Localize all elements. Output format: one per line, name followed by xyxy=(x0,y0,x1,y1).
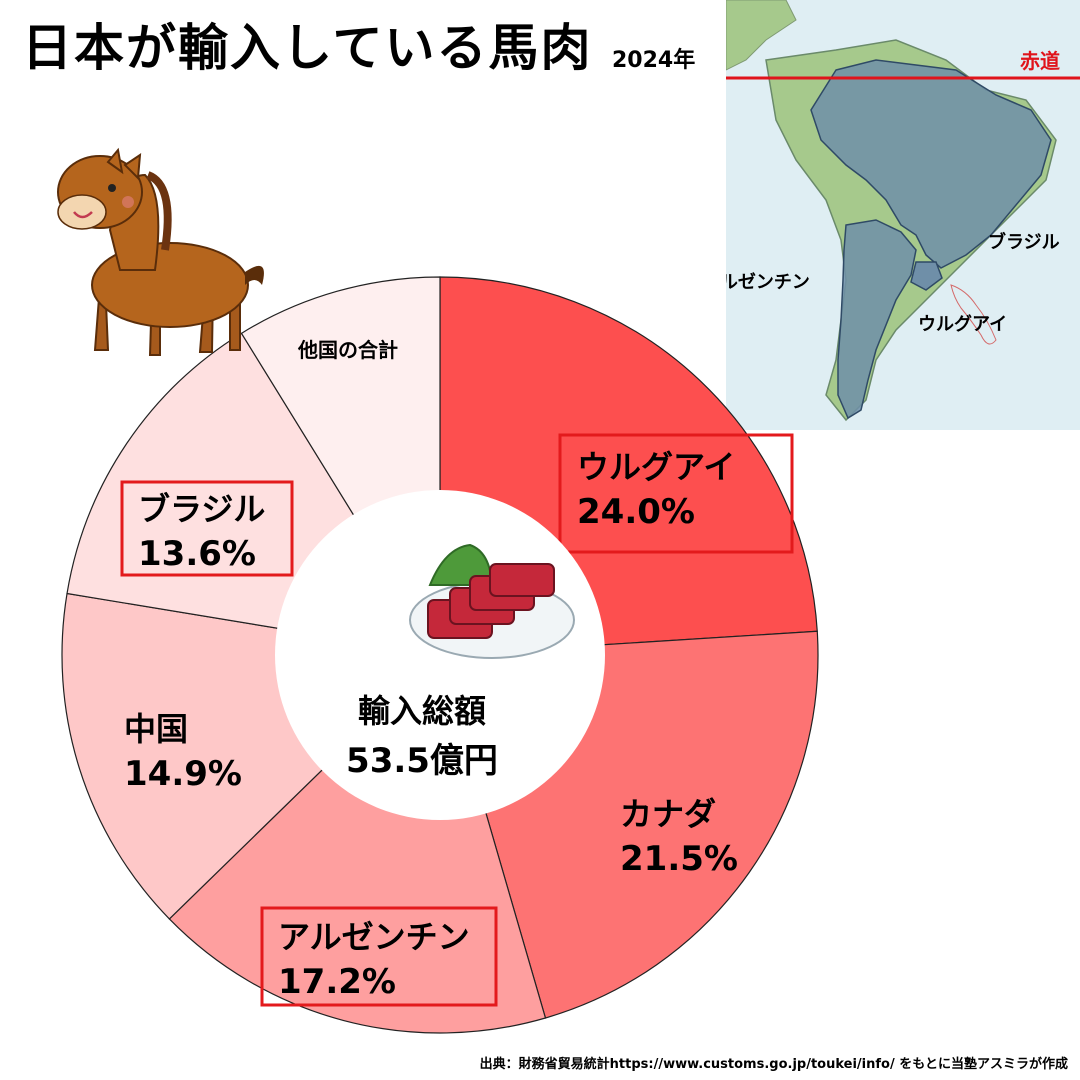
slice-label-2: アルゼンチン xyxy=(278,918,470,956)
equator-label: 赤道 xyxy=(1020,49,1060,73)
slice-value-1: 21.5% xyxy=(620,839,738,879)
center-total-label: 輸入総額 xyxy=(358,692,486,730)
slice-label-5: 他国の合計 xyxy=(297,338,398,362)
horse-illustration xyxy=(57,147,264,356)
highlight-box-2 xyxy=(260,906,498,1007)
map-label-brazil: ブラジル xyxy=(988,231,1060,253)
map-land-north xyxy=(726,0,797,71)
highlight-box-4 xyxy=(120,480,294,577)
slice-value-2: 17.2% xyxy=(278,962,396,1002)
south-america-map: 赤道 ブラジル アルゼンチン ウルグアイ xyxy=(726,0,1080,430)
year-label: 2024年 xyxy=(612,48,696,73)
map-argentina xyxy=(837,219,917,420)
page-title: 日本が輸入している馬肉 xyxy=(22,19,593,77)
source-note: 出典：財務省貿易統計https://www.customs.go.jp/touk… xyxy=(480,1056,1068,1072)
center-total-value: 53.5億円 xyxy=(346,741,498,781)
slice-label-3: 中国 xyxy=(124,710,188,748)
slice-label-0: ウルグアイ xyxy=(577,448,735,486)
meat-plate-illustration xyxy=(409,543,575,659)
highlight-box-0 xyxy=(558,433,794,554)
slice-value-0: 24.0% xyxy=(577,492,695,532)
slice-value-4: 13.6% xyxy=(138,534,256,574)
chart-labels: ウルグアイ 24.0% カナダ 21.5% アルゼンチン 17.2% 中国 14.9% ブラジル… xyxy=(120,338,794,1007)
slice-label-1: カナダ xyxy=(620,795,716,833)
map-label-argentina: アルゼンチン xyxy=(726,271,810,293)
map-islands xyxy=(950,284,997,345)
slice-label-4: ブラジル xyxy=(138,490,265,528)
map-label-uruguay: ウルグアイ xyxy=(918,313,1007,335)
slice-value-3: 14.9% xyxy=(124,754,242,794)
map-uruguay xyxy=(910,261,943,291)
